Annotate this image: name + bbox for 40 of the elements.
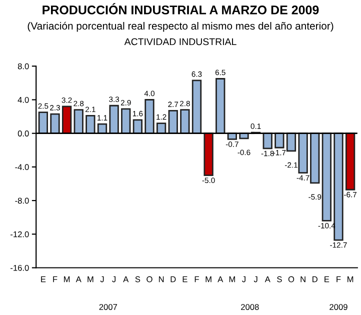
text: ACTIVIDAD INDUSTRIAL	[124, 38, 236, 46]
x-tick-label: A	[218, 276, 224, 282]
chart-title: PRODUCCIÓN INDUSTRIAL A MARZO DE 2009	[42, 3, 319, 14]
x-tick-label: J	[100, 276, 104, 282]
y-tick-label: -12.0	[10, 231, 29, 238]
y-tick-label: -16.0	[10, 264, 29, 271]
x-tick-label: O	[288, 276, 294, 282]
x-tick-label: N	[158, 276, 164, 282]
y-tick-label: 0.0	[18, 130, 29, 136]
x-tick-label: A	[76, 276, 82, 282]
x-tick-label: A	[123, 276, 129, 282]
x-tick-label: F	[336, 276, 341, 282]
y-tick-label: 4.0	[18, 96, 29, 103]
x-tick-label: D	[170, 276, 176, 282]
text: 2007	[99, 304, 118, 310]
x-tick-label: O	[146, 276, 152, 282]
x-tick-label: F	[194, 276, 199, 282]
x-tick-label: M	[348, 276, 354, 282]
x-tick-label: M	[206, 276, 212, 282]
text: 2009	[330, 304, 348, 310]
x-tick-label: E	[324, 276, 330, 282]
x-tick-label: S	[277, 276, 282, 282]
y-tick-label: 8.0	[18, 63, 29, 70]
text: 2008	[241, 304, 259, 310]
x-tick-label: J	[254, 276, 258, 282]
x-tick-label: E	[41, 276, 46, 282]
x-tick-label: N	[300, 276, 306, 282]
y-tick-label: -8.0	[15, 198, 29, 204]
x-tick-label: F	[53, 276, 58, 282]
x-tick-label: M	[88, 276, 94, 282]
x-tick-label: D	[312, 276, 318, 282]
x-tick-label: M	[229, 276, 235, 282]
x-tick-label: S	[135, 276, 140, 282]
chart-subtitle: (Variación porcentual real respecto al mismo mes del año anterior)	[28, 22, 334, 32]
x-tick-label: J	[242, 276, 246, 282]
x-tick-label: E	[182, 276, 188, 282]
y-tick-label: -4.0	[15, 164, 29, 170]
x-tick-label: M	[64, 276, 70, 282]
x-tick-label: A	[264, 276, 270, 282]
x-tick-label: J	[112, 276, 116, 282]
